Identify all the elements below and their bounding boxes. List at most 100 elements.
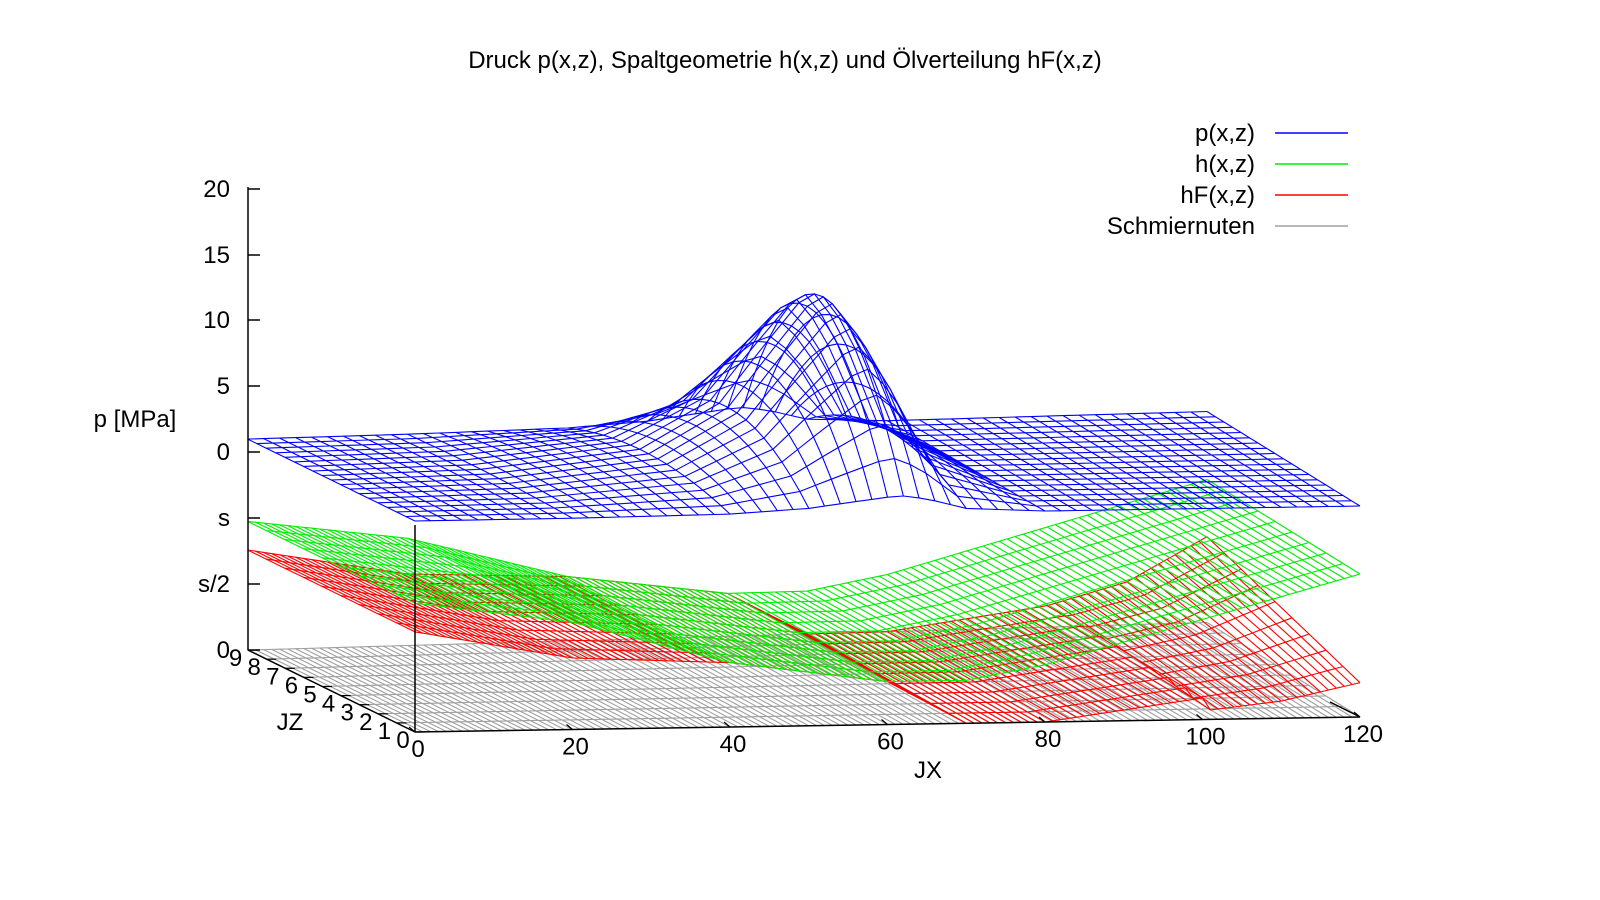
series-hF-surface-line-x86 [934,623,1093,716]
series-schmiernuten-surface-line-x57 [703,636,865,726]
series-p-surface-line-x17 [519,429,684,516]
series-schmiernuten-surface-line-x1 [255,649,424,733]
series-hF-surface-line-x83 [910,627,1069,719]
series-h-surface-line-x9 [319,528,487,613]
series-schmiernuten-surface-line-x114 [1158,623,1314,719]
legend-label: Schmiernuten [1107,213,1255,240]
series-h-surface-line-x74 [838,584,999,675]
series-h-surface-line-x52 [663,586,825,675]
series-schmiernuten-surface-line-x23 [431,644,597,730]
series-schmiernuten-surface-line-x14 [359,646,526,731]
series-hF-surface-line-x37 [543,575,707,663]
series-h-surface-line-x1 [255,521,424,605]
series-h-surface-line-x63 [751,592,912,682]
series-p-surface-line-x22 [599,420,762,513]
series-p-surface-line-x10 [407,433,573,519]
series-h-surface-line-x8 [311,527,479,612]
series-hF-surface-line-x9 [319,560,487,645]
series-schmiernuten-surface-line-x6 [295,648,463,732]
series-schmiernuten-surface-line-x30 [487,642,652,729]
series-hF-surface-line-x101 [1054,602,1211,711]
series-hF-surface-line-x117 [1182,549,1337,689]
series-p-surface-line-x0 [247,438,416,522]
series-schmiernuten-surface-line-x118 [1190,622,1345,718]
series-schmiernuten-surface-line-x19 [399,645,565,731]
series-p-surface-line-x60 [1206,411,1361,507]
series-schmiernuten-surface-line-x93 [990,628,1148,721]
series-hF-surface-line-x96 [1014,610,1172,704]
series-p-surface-line-x28 [694,340,857,502]
series-h-surface-line-x89 [958,552,1117,645]
series-h-surface-line-x99 [1038,528,1195,623]
series-schmiernuten-surface-line-x32 [503,642,668,729]
series-schmiernuten-surface-line-x3 [271,648,439,733]
series-h-surface-line-x56 [695,589,857,679]
series-schmiernuten-surface-line-x65 [767,634,928,725]
series-hF-surface-line-x4 [279,554,447,638]
series-p-surface-line-x58 [1174,411,1329,507]
series-p-surface-line-x8 [375,434,542,520]
series-hF-surface-line-x3 [271,553,439,637]
series-hF-surface-line-x19 [399,572,565,658]
series-schmiernuten-surface-line-x45 [607,639,770,727]
series-p-surface-line-x5 [327,436,495,521]
series-h-surface-line-x22 [423,541,589,627]
series-p-surface-line-x47 [998,417,1156,510]
series-h-surface-line-x20 [407,537,573,623]
series-h-surface-line-x46 [615,581,778,669]
vertical-tick-label: 0 [217,637,230,664]
series-hF-surface-line-x23 [431,573,597,660]
z-tick-label: 0 [396,727,409,754]
z-tick-label: 4 [322,691,335,718]
series-p-surface-line-x59 [1190,411,1345,507]
series-schmiernuten-surface-line-x17 [383,645,550,731]
series-h-surface-line-x12 [343,531,510,616]
series-p-surface-line-x30 [726,302,889,498]
series-p-surface-line-x44 [950,418,1109,511]
series-h-surface-line-x84 [918,564,1077,657]
series-h-surface-line-x98 [1030,531,1188,625]
series-p-surface-line-x46 [982,417,1140,510]
series-h-surface-line-x13 [351,531,518,617]
series-h-surface-line-x79 [878,575,1038,667]
series-h-surface-line-x106 [1094,512,1251,607]
z-tick-label: 3 [341,700,354,727]
series-hF-surface-line-x106 [1094,590,1251,706]
series-h-surface-line-x60 [727,592,888,683]
series-hF-surface-line-x20 [407,573,573,659]
series-hF-surface-line-x108 [1110,586,1266,704]
series-hF-surface-line-x116 [1174,554,1329,691]
series-h-surface-line-x78 [870,577,1030,669]
series-hF-surface-line-x81 [894,629,1054,722]
series-hF-surface-line-x73 [830,632,991,724]
series-schmiernuten-surface-line-x28 [471,643,636,729]
vertical-tick-label: 10 [203,307,230,334]
series-hF-surface-line-x8 [311,559,479,643]
series-schmiernuten-surface-line-x18 [391,645,558,731]
series-p-surface-line-x52 [1078,414,1235,509]
y-axis-label: p [MPa] [94,406,177,433]
series-schmiernuten-surface-line-x46 [615,639,778,727]
series-h-surface-line-x37 [543,570,707,658]
series-p-surface-line-x23 [615,414,778,512]
series-p-surface-line-x20 [567,427,731,515]
series-h-surface-line-x43 [591,578,754,666]
series-hF-surface-line-x72 [822,633,983,724]
series-h-surface-line-x14 [359,532,526,618]
series-h-surface-line-x31 [495,558,660,645]
series-hF-surface-line-x119 [1198,540,1353,685]
series-h-surface-line-x5 [287,525,455,609]
series-schmiernuten-surface-line-x88 [950,629,1109,722]
x-tick-label: 80 [1035,726,1062,753]
series-p-surface-line-x39 [870,419,1030,511]
series-h-surface-line-x116 [1174,488,1329,584]
series-h-surface-line-x45 [607,580,770,668]
series-hF-surface-line-x89 [958,619,1117,712]
x-tick-mark [723,721,731,728]
series-h-surface-line-x29 [479,555,644,641]
series-hF-surface-line-x103 [1070,598,1227,709]
series-schmiernuten-surface-line-x82 [902,630,1062,723]
z-tick-label: 1 [378,718,391,745]
series-p-surface-line-x15 [487,430,652,517]
